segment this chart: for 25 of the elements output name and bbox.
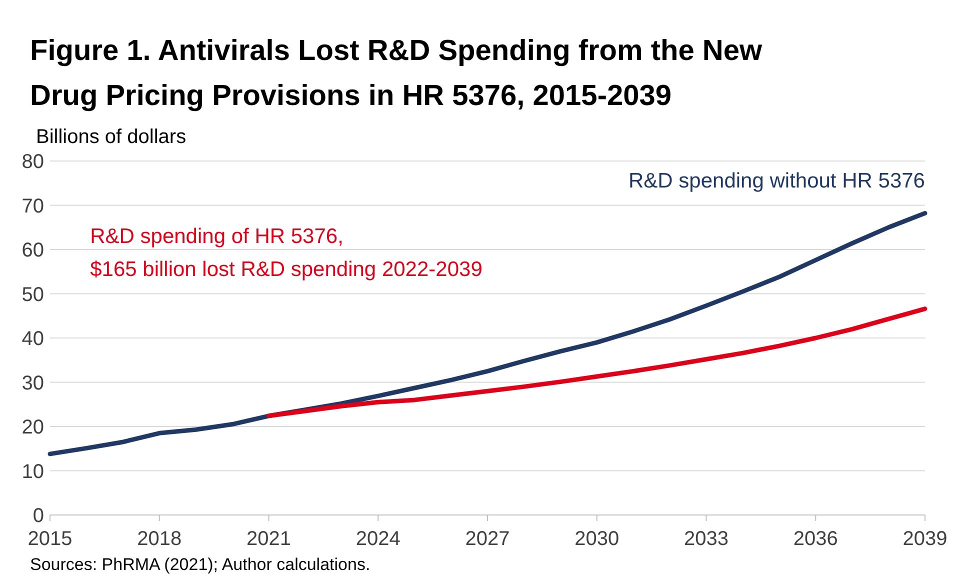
y-tick-label: 40 <box>22 328 44 350</box>
x-tick-label: 2027 <box>465 528 510 550</box>
x-tick-label: 2033 <box>684 528 728 550</box>
x-tick-label: 2024 <box>356 528 400 550</box>
y-tick-label: 30 <box>22 372 44 394</box>
x-tick-label: 2018 <box>137 528 182 550</box>
x-tick-label: 2030 <box>574 528 620 550</box>
x-tick-label: 2036 <box>793 528 838 550</box>
y-tick-label: 80 <box>22 151 44 173</box>
line-series <box>48 210 928 456</box>
y-tick-label: 50 <box>22 284 44 306</box>
series-label: R&D spending without HR 5376 <box>628 170 925 193</box>
y-tick-label: 10 <box>22 460 44 483</box>
text: R&D spending of HR 5376, $165 billion lost R&D spending 2022-2039 <box>90 224 482 281</box>
x-tick-label: 2015 <box>28 528 72 550</box>
y-axis-title: Billions of dollars <box>36 126 186 148</box>
x-tick-label: 2021 <box>246 528 291 550</box>
y-tick-label: 60 <box>22 240 44 262</box>
y-tick-label: 20 <box>22 416 44 438</box>
source-note: Sources: PhRMA (2021); Author calculations. <box>30 555 370 574</box>
y-tick-label: 70 <box>22 195 44 218</box>
x-tick-label: 2039 <box>902 528 948 550</box>
y-tick-label: 0 <box>32 505 44 527</box>
line-series <box>266 306 928 418</box>
chart-title: Figure 1. Antivirals Lost R&D Spending from the New Drug Pricing Provisions in HR 5376, 2015-2039 <box>30 35 762 112</box>
